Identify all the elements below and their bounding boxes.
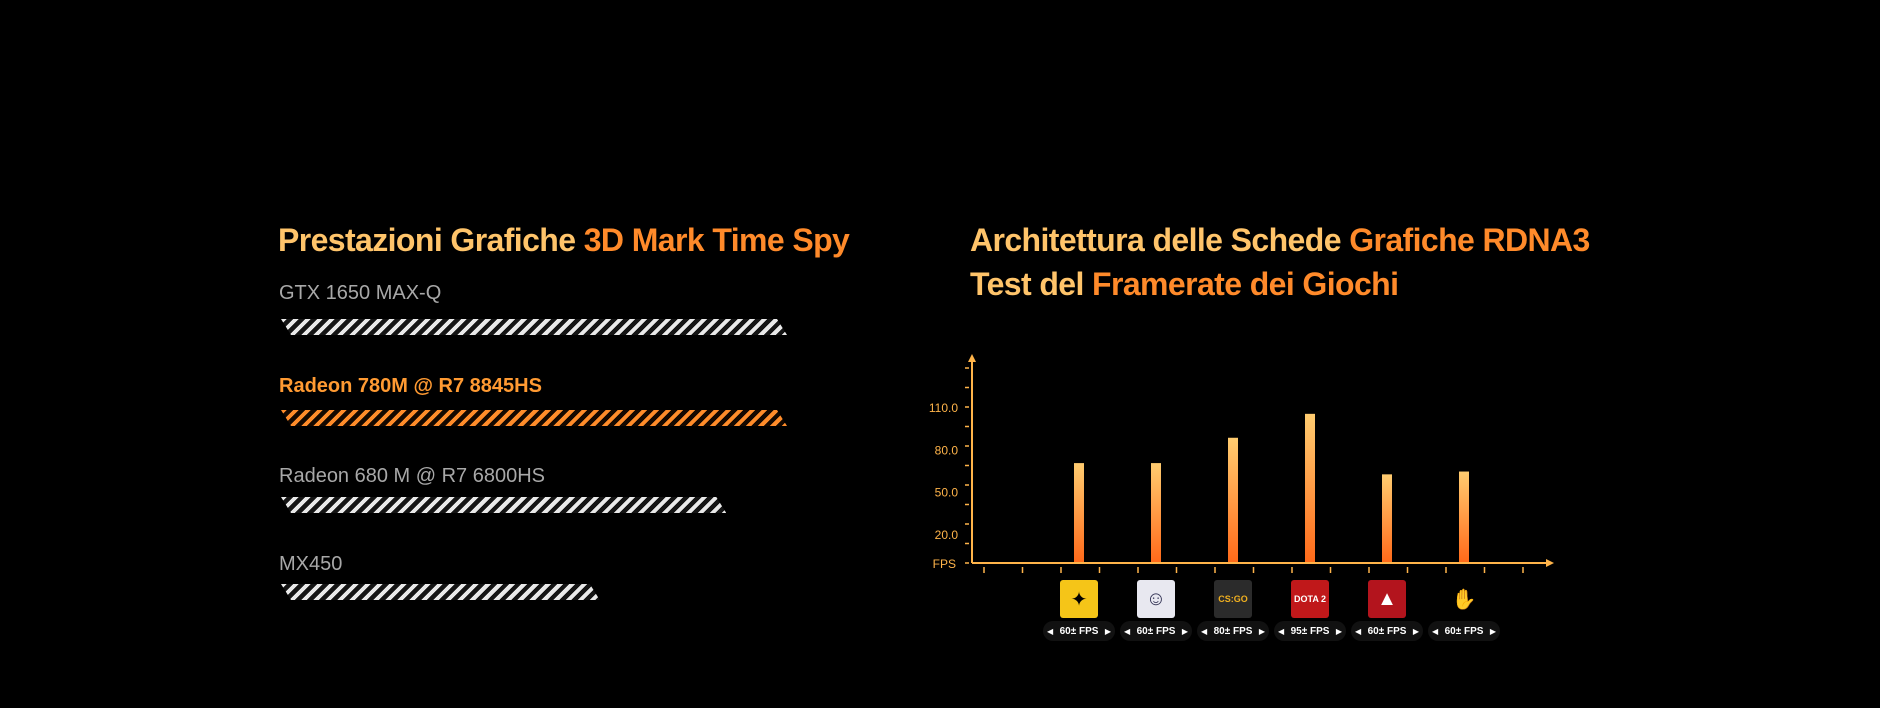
chart-title-line2-part2: Framerate dei Giochi [1092,266,1399,302]
data-label: ◀ 80± FPS ▶ [1197,621,1269,641]
arrow-left-icon: ◀ [1278,626,1285,636]
benchmark-title-part2: 3D Mark Time Spy [583,222,850,258]
arrow-left-icon: ◀ [1124,626,1131,636]
genshin-icon: ☺ [1137,580,1175,618]
benchmark-bar [281,319,787,335]
x-axis-arrow [1546,559,1554,567]
benchmark-bar [281,584,600,600]
pubg-icon: ✦ [1060,580,1098,618]
data-label-text: 60± FPS [1136,625,1176,637]
arrow-right-icon: ▶ [1258,626,1265,636]
benchmark-label: Radeon 780M @ R7 8845HS [279,375,542,397]
bar [1382,474,1392,562]
data-label-text: 95± FPS [1290,625,1330,637]
y-axis-arrow [968,354,976,362]
dota2-icon: DOTA 2 [1291,580,1329,618]
arrow-left-icon: ◀ [1201,626,1208,636]
data-label: ◀ 60± FPS ▶ [1043,621,1115,641]
benchmark-title: Prestazioni Grafiche 3D Mark Time Spy [278,218,850,262]
bar [1228,437,1238,562]
chart-title-line2-part1: Test del [970,266,1093,302]
benchmark-title-part1: Prestazioni Grafiche [278,222,584,258]
bar [1151,463,1161,562]
data-label-text: 60± FPS [1444,625,1484,637]
y-tick-label: 20.0 [935,528,959,542]
chart-title-line1-part2: Grafiche RDNA3 [1349,222,1590,258]
data-label: ◀ 60± FPS ▶ [1120,621,1192,641]
bar [1305,413,1315,562]
y-tick-label: 110.0 [929,401,958,415]
chart-title-line1: Architettura delle Schede Grafiche RDNA3 [970,218,1590,262]
arrow-left-icon: ◀ [1355,626,1362,636]
benchmark-label: Radeon 680 M @ R7 6800HS [279,465,546,487]
dbd-icon: ✋ [1445,580,1483,618]
benchmark-label: GTX 1650 MAX-Q [279,282,442,304]
data-label: ◀ 95± FPS ▶ [1274,621,1346,641]
y-axis-label: FPS [933,557,956,571]
arrow-right-icon: ▶ [1335,626,1342,636]
y-tick-label: 80.0 [935,443,959,457]
arrow-left-icon: ◀ [1047,626,1054,636]
arrow-right-icon: ▶ [1489,626,1496,636]
bar [1459,471,1469,562]
chart-title-line2: Test del Framerate dei Giochi [970,262,1399,306]
bar [1074,463,1084,562]
y-tick-label: 50.0 [935,486,959,500]
data-label-text: 60± FPS [1059,625,1099,637]
data-label: ◀ 60± FPS ▶ [1428,621,1500,641]
chart-title-line1-part1: Architettura delle Schede [970,222,1350,258]
arrow-left-icon: ◀ [1432,626,1439,636]
data-label: ◀ 60± FPS ▶ [1351,621,1423,641]
apex-icon: ▲ [1368,580,1406,618]
benchmark-bar [281,497,726,513]
data-label-text: 80± FPS [1213,625,1253,637]
arrow-right-icon: ▶ [1104,626,1111,636]
benchmark-bar [281,410,787,426]
arrow-right-icon: ▶ [1181,626,1188,636]
data-label-text: 60± FPS [1367,625,1407,637]
arrow-right-icon: ▶ [1412,626,1419,636]
benchmark-label: MX450 [279,553,343,575]
csgo-icon: CS:GO [1214,580,1252,618]
